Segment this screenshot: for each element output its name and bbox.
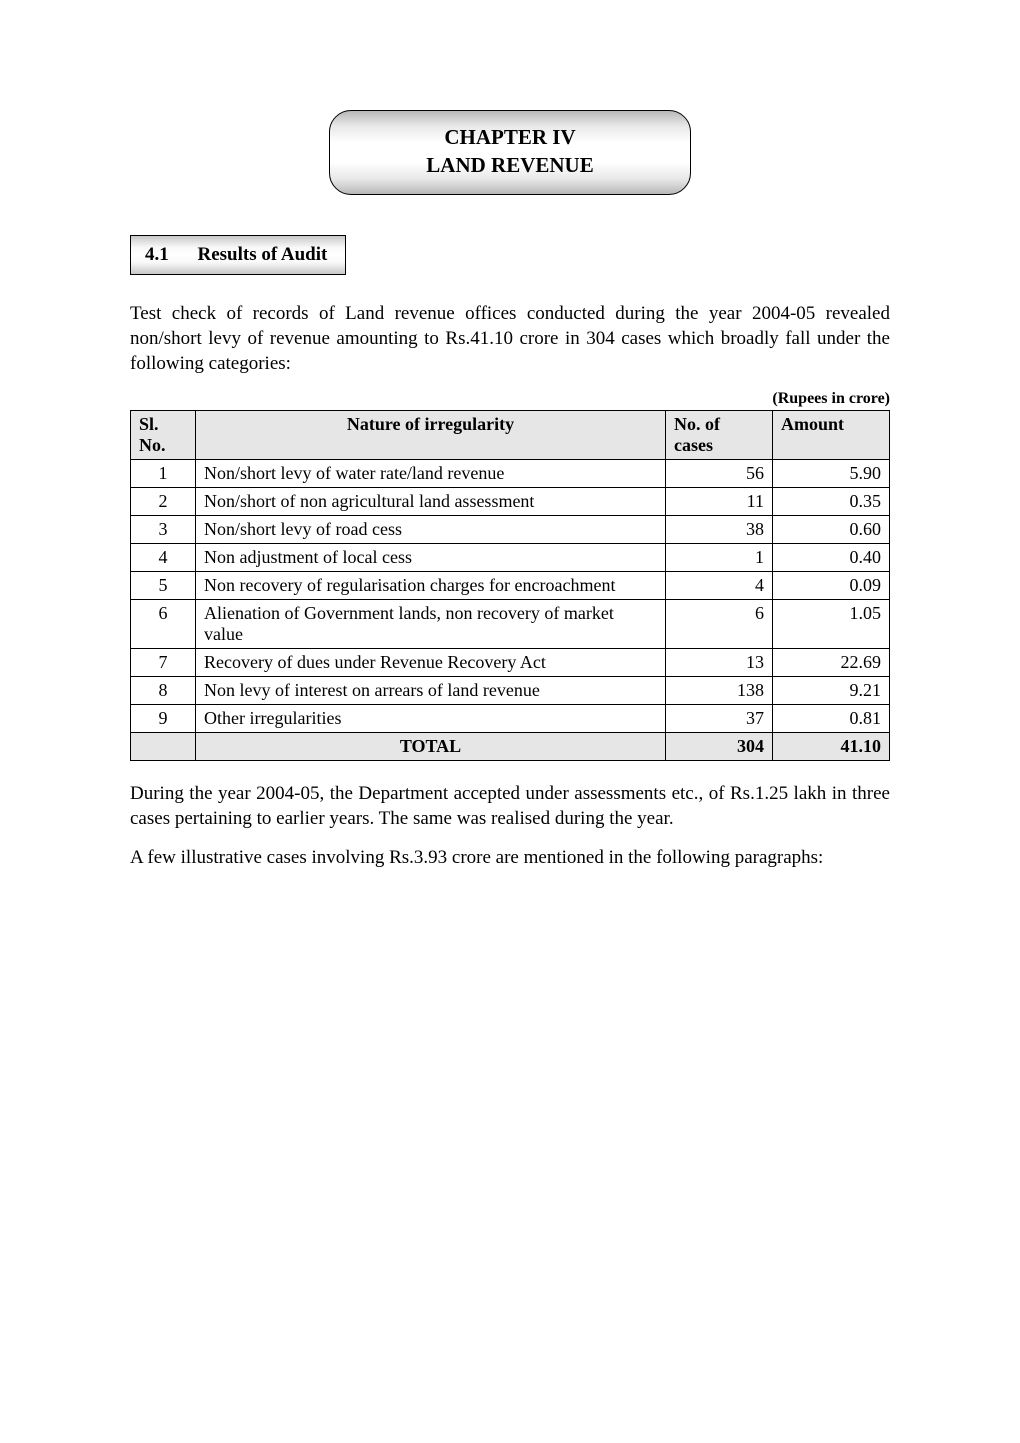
cell-nature: Recovery of dues under Revenue Recovery … <box>196 648 666 676</box>
section-number: 4.1 <box>145 244 169 266</box>
col-header-amount: Amount <box>773 410 890 459</box>
cell-amount: 0.35 <box>773 487 890 515</box>
col-header-cases-line1: No. of <box>674 414 720 434</box>
after-paragraph-1: During the year 2004-05, the Department … <box>130 781 890 831</box>
table-row: 8 Non levy of interest on arrears of lan… <box>131 676 890 704</box>
col-header-sl-line2: No. <box>139 435 166 455</box>
chapter-title: LAND REVENUE <box>330 151 690 179</box>
cell-sl: 9 <box>131 704 196 732</box>
page: CHAPTER IV LAND REVENUE 4.1 Results of A… <box>0 0 1020 870</box>
cell-total-amount: 41.10 <box>773 732 890 760</box>
cell-cases: 37 <box>666 704 773 732</box>
table-row: 2 Non/short of non agricultural land ass… <box>131 487 890 515</box>
cell-sl: 6 <box>131 599 196 648</box>
col-header-sl-line1: Sl. <box>139 414 159 434</box>
cell-cases: 56 <box>666 459 773 487</box>
cell-nature: Non/short of non agricultural land asses… <box>196 487 666 515</box>
cell-total-cases: 304 <box>666 732 773 760</box>
cell-sl-empty <box>131 732 196 760</box>
table-row: 5 Non recovery of regularisation charges… <box>131 571 890 599</box>
cell-cases: 1 <box>666 543 773 571</box>
table-row: 3 Non/short levy of road cess 38 0.60 <box>131 515 890 543</box>
cell-amount: 9.21 <box>773 676 890 704</box>
cell-nature: Non recovery of regularisation charges f… <box>196 571 666 599</box>
table-header-row: Sl. No. Nature of irregularity No. of ca… <box>131 410 890 459</box>
chapter-heading-box: CHAPTER IV LAND REVENUE <box>329 110 691 195</box>
cell-cases: 4 <box>666 571 773 599</box>
cell-cases: 138 <box>666 676 773 704</box>
table-row: 4 Non adjustment of local cess 1 0.40 <box>131 543 890 571</box>
cell-amount: 0.40 <box>773 543 890 571</box>
cell-amount: 1.05 <box>773 599 890 648</box>
after-paragraph-2: A few illustrative cases involving Rs.3.… <box>130 845 890 870</box>
cell-sl: 4 <box>131 543 196 571</box>
table-total-row: TOTAL 304 41.10 <box>131 732 890 760</box>
cell-nature: Non/short levy of road cess <box>196 515 666 543</box>
col-header-cases: No. of cases <box>666 410 773 459</box>
cell-nature: Non/short levy of water rate/land revenu… <box>196 459 666 487</box>
cell-sl: 3 <box>131 515 196 543</box>
col-header-sl: Sl. No. <box>131 410 196 459</box>
section-title: Results of Audit <box>198 244 328 265</box>
cell-sl: 5 <box>131 571 196 599</box>
cell-amount: 0.09 <box>773 571 890 599</box>
cell-nature: Non adjustment of local cess <box>196 543 666 571</box>
table-row: 7 Recovery of dues under Revenue Recover… <box>131 648 890 676</box>
cell-cases: 38 <box>666 515 773 543</box>
cell-nature: Non levy of interest on arrears of land … <box>196 676 666 704</box>
chapter-number: CHAPTER IV <box>330 123 690 151</box>
cell-cases: 11 <box>666 487 773 515</box>
irregularity-table: Sl. No. Nature of irregularity No. of ca… <box>130 410 890 761</box>
cell-total-label: TOTAL <box>196 732 666 760</box>
table-row: 1 Non/short levy of water rate/land reve… <box>131 459 890 487</box>
intro-paragraph: Test check of records of Land revenue of… <box>130 301 890 376</box>
cell-sl: 7 <box>131 648 196 676</box>
cell-amount: 0.60 <box>773 515 890 543</box>
section-heading-box: 4.1 Results of Audit <box>130 235 346 275</box>
cell-amount: 22.69 <box>773 648 890 676</box>
table-row: 9 Other irregularities 37 0.81 <box>131 704 890 732</box>
table-row: 6 Alienation of Government lands, non re… <box>131 599 890 648</box>
cell-nature: Alienation of Government lands, non reco… <box>196 599 666 648</box>
cell-nature: Other irregularities <box>196 704 666 732</box>
cell-sl: 1 <box>131 459 196 487</box>
cell-sl: 2 <box>131 487 196 515</box>
table-body: 1 Non/short levy of water rate/land reve… <box>131 459 890 760</box>
col-header-cases-line2: cases <box>674 435 713 455</box>
cell-cases: 13 <box>666 648 773 676</box>
cell-amount: 0.81 <box>773 704 890 732</box>
cell-cases: 6 <box>666 599 773 648</box>
cell-sl: 8 <box>131 676 196 704</box>
table-unit-label: (Rupees in crore) <box>130 390 890 408</box>
col-header-nature: Nature of irregularity <box>196 410 666 459</box>
cell-amount: 5.90 <box>773 459 890 487</box>
